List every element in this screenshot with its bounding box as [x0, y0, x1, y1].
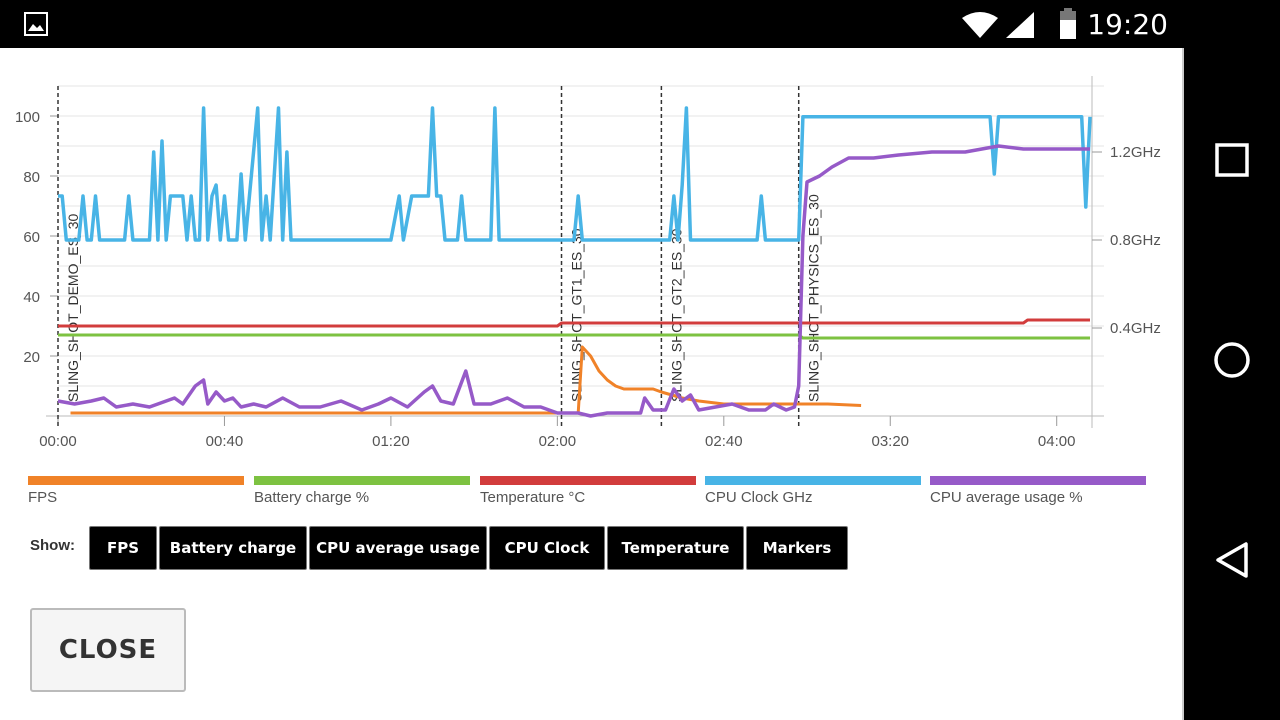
- cell-signal-icon: [1006, 12, 1034, 38]
- legend-cpu-clock-swatch: [705, 476, 921, 485]
- home-circle-icon[interactable]: [1212, 340, 1252, 380]
- recents-square-icon[interactable]: [1214, 142, 1250, 178]
- y-tick-label: 40: [23, 289, 40, 306]
- show-label: Show:: [30, 537, 75, 554]
- performance-chart: 100 80 60 40 20 1.2GHz 0.8GHz 0.4GHz 00:00 00:40 0…: [15, 76, 1161, 450]
- legend-temperature-label: Temperature °C: [480, 489, 586, 506]
- toggle-battery-charge-button[interactable]: Battery charge: [159, 526, 307, 570]
- x-tick-label: 02:40: [705, 433, 743, 450]
- status-bar: 19:20: [0, 0, 1184, 48]
- legend-cpu-usage-swatch: [930, 476, 1146, 485]
- back-triangle-icon[interactable]: [1214, 540, 1250, 580]
- legend-temperature: Temperature °C: [480, 476, 696, 506]
- legend-fps: FPS: [28, 476, 244, 506]
- x-tick-label: 01:20: [372, 433, 410, 450]
- series-line-temperature-c: [58, 318, 1090, 328]
- legend-cpu-usage: CPU average usage %: [930, 476, 1146, 506]
- marker-label: SLING_SHOT_GT1_ES_30: [569, 228, 585, 402]
- y-tick-label: 100: [15, 109, 40, 126]
- toggle-cpu-average-usage-button[interactable]: CPU average usage: [309, 526, 487, 570]
- legend-battery-swatch: [254, 476, 470, 485]
- navigation-bar: [1184, 0, 1280, 720]
- marker-label: SLING_SHOT_DEMO_ES_30: [65, 213, 81, 402]
- y-tick-label: 60: [23, 229, 40, 246]
- toggle-fps-button[interactable]: FPS: [89, 526, 157, 570]
- x-tick-label: 02:00: [539, 433, 577, 450]
- x-tick-label: 04:00: [1038, 433, 1076, 450]
- legend-fps-swatch: [28, 476, 244, 485]
- marker-label: SLING_SHOT_GT2_ES_30: [668, 228, 684, 402]
- close-button[interactable]: CLOSE: [30, 608, 186, 692]
- wifi-icon: [962, 12, 998, 38]
- legend-cpu-clock-label: CPU Clock GHz: [705, 489, 813, 506]
- app-window: 100 80 60 40 20 1.2GHz 0.8GHz 0.4GHz 00:00 00:40 0…: [0, 48, 1184, 720]
- toggle-cpu-clock-button[interactable]: CPU Clock: [489, 526, 605, 570]
- toggle-temperature-button[interactable]: Temperature: [607, 526, 744, 570]
- y-right-tick-label: 1.2GHz: [1110, 144, 1161, 161]
- x-tick-label: 03:20: [871, 433, 909, 450]
- legend-cpu-clock: CPU Clock GHz: [705, 476, 921, 506]
- status-time: 19:20: [1087, 8, 1168, 41]
- legend-fps-label: FPS: [28, 489, 58, 506]
- x-tick-label: 00:00: [39, 433, 77, 450]
- legend-temperature-swatch: [480, 476, 696, 485]
- series-line-cpu-clock-ghz: [58, 106, 1092, 242]
- toggle-markers-button[interactable]: Markers: [746, 526, 848, 570]
- legend-battery-label: Battery charge %: [254, 489, 370, 506]
- marker-label: SLING_SHOT_PHYSICS_ES_30: [806, 194, 822, 402]
- y-tick-label: 80: [23, 169, 40, 186]
- legend-cpu-usage-label: CPU average usage %: [930, 489, 1083, 506]
- y-right-tick-label: 0.8GHz: [1110, 232, 1161, 249]
- y-right-tick-label: 0.4GHz: [1110, 320, 1161, 337]
- legend-battery: Battery charge %: [254, 476, 470, 506]
- series-line-cpu-average-usage: [57, 144, 1090, 418]
- series-line-fps: [70, 345, 862, 415]
- battery-icon: [1060, 8, 1076, 39]
- gallery-notification-icon: [24, 12, 48, 36]
- x-tick-label: 00:40: [206, 433, 244, 450]
- y-tick-label: 20: [23, 349, 40, 366]
